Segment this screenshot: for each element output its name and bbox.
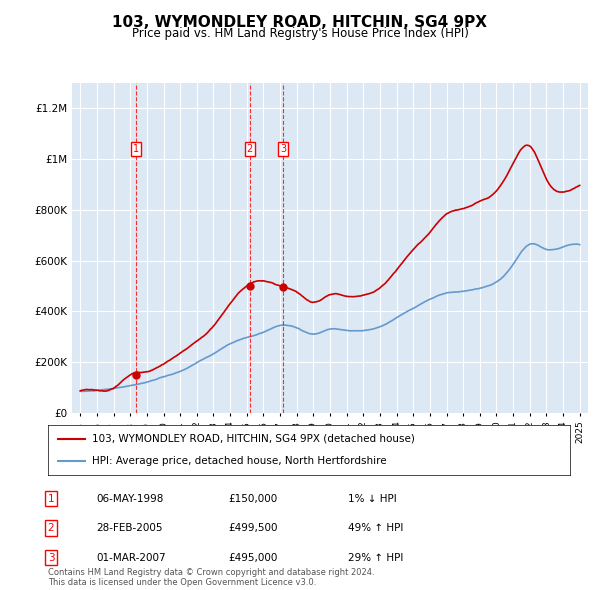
Text: Price paid vs. HM Land Registry's House Price Index (HPI): Price paid vs. HM Land Registry's House … xyxy=(131,27,469,40)
Text: 1: 1 xyxy=(133,144,139,153)
Text: 103, WYMONDLEY ROAD, HITCHIN, SG4 9PX: 103, WYMONDLEY ROAD, HITCHIN, SG4 9PX xyxy=(113,15,487,30)
Text: 3: 3 xyxy=(47,553,55,562)
Text: 49% ↑ HPI: 49% ↑ HPI xyxy=(348,523,403,533)
Text: 29% ↑ HPI: 29% ↑ HPI xyxy=(348,553,403,562)
Text: £495,000: £495,000 xyxy=(228,553,277,562)
Text: Contains HM Land Registry data © Crown copyright and database right 2024.
This d: Contains HM Land Registry data © Crown c… xyxy=(48,568,374,587)
Text: £150,000: £150,000 xyxy=(228,494,277,503)
Text: 01-MAR-2007: 01-MAR-2007 xyxy=(96,553,166,562)
Text: 2: 2 xyxy=(247,144,253,153)
Text: 28-FEB-2005: 28-FEB-2005 xyxy=(96,523,163,533)
Text: 1: 1 xyxy=(47,494,55,503)
Text: 2: 2 xyxy=(47,523,55,533)
Text: 103, WYMONDLEY ROAD, HITCHIN, SG4 9PX (detached house): 103, WYMONDLEY ROAD, HITCHIN, SG4 9PX (d… xyxy=(92,434,415,444)
Text: £499,500: £499,500 xyxy=(228,523,277,533)
Text: 1% ↓ HPI: 1% ↓ HPI xyxy=(348,494,397,503)
Text: 3: 3 xyxy=(280,144,286,153)
Text: HPI: Average price, detached house, North Hertfordshire: HPI: Average price, detached house, Nort… xyxy=(92,456,387,466)
Text: 06-MAY-1998: 06-MAY-1998 xyxy=(96,494,163,503)
